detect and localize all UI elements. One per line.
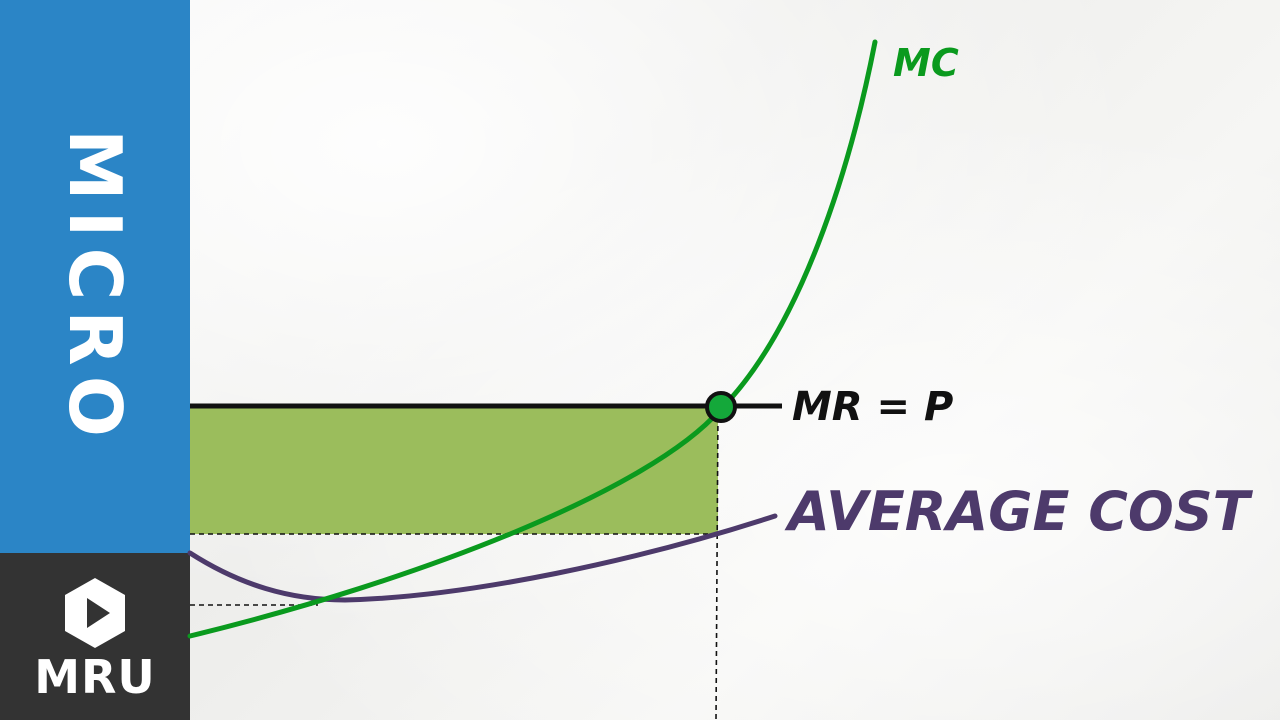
mc-label: MC	[893, 41, 959, 85]
average-cost-curve	[187, 513, 778, 603]
equilibrium-point	[705, 391, 737, 423]
brand-name: MRU	[34, 650, 156, 704]
play-hexagon-icon	[65, 578, 125, 648]
marginal-cost-curve	[187, 39, 878, 639]
quantity-guide-line	[715, 407, 719, 720]
mr-label: MR = P	[792, 384, 953, 430]
sidebar-micro-banner	[0, 0, 190, 553]
profit-area	[190, 408, 718, 534]
average-cost-label: AVERAGE COST	[784, 480, 1254, 543]
